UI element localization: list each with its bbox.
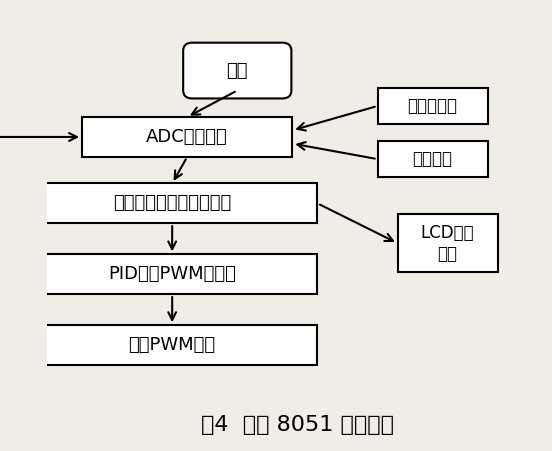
Bar (378, 142, 488, 177)
Text: 图4  内核 8051 控制流程: 图4 内核 8051 控制流程 (201, 415, 394, 435)
Bar (82, 117, 293, 157)
Text: 三相PWM输出: 三相PWM输出 (129, 336, 216, 354)
Text: 计算设定转速和实际转速: 计算设定转速和实际转速 (113, 194, 231, 212)
FancyBboxPatch shape (183, 43, 291, 98)
Text: 电位器电压: 电位器电压 (407, 97, 458, 115)
Bar (27, 254, 317, 294)
Bar (378, 88, 488, 124)
Text: PID计算PWM占空比: PID计算PWM占空比 (108, 265, 236, 283)
Bar (27, 184, 317, 223)
Text: LCD转速
显示: LCD转速 显示 (421, 224, 475, 262)
Text: 上电: 上电 (226, 62, 248, 79)
Text: 反电动势: 反电动势 (413, 150, 453, 168)
Bar (397, 214, 498, 272)
Text: ADC循环采样: ADC循环采样 (146, 128, 228, 146)
Bar (27, 325, 317, 365)
